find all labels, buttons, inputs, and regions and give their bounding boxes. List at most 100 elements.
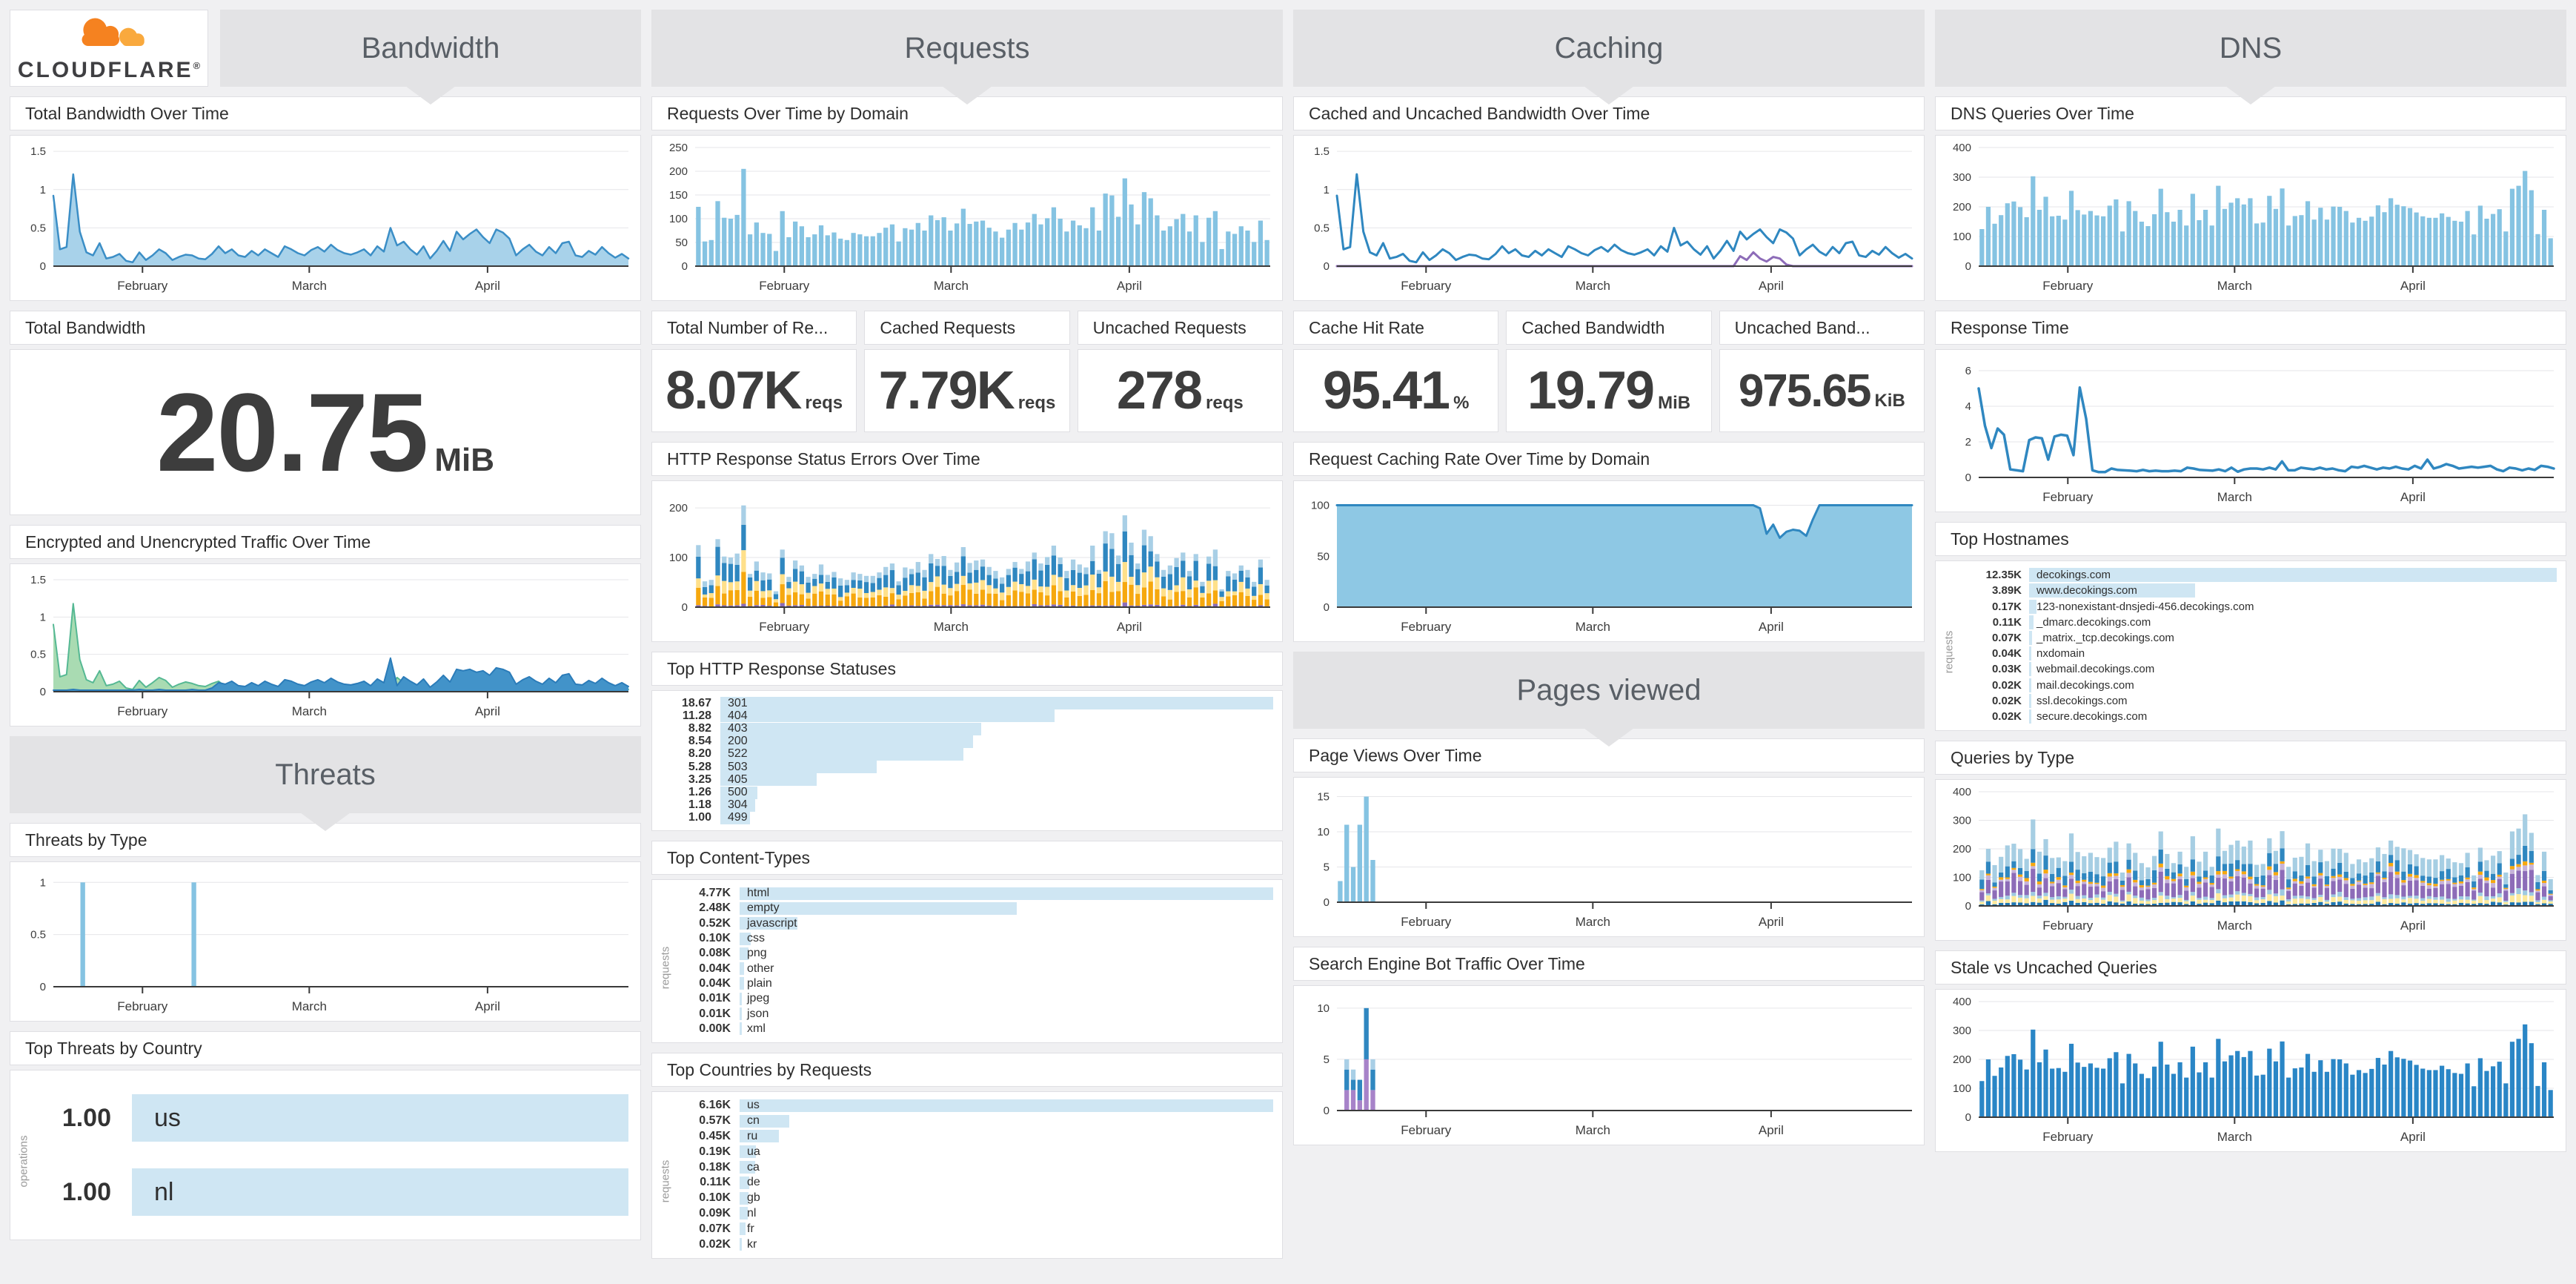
list-item[interactable]: 18.67 301 [655,697,1273,710]
page-views-chart[interactable]: 0 5 10 15 February March April [1293,777,1925,937]
list-item[interactable]: 11.28 404 [655,709,1273,723]
list-item[interactable]: 0.07K _matrix._tcp.decokings.com [1958,630,2557,646]
cached-uncached-bandwidth-chart[interactable]: 0 0.5 1 1.5 February March April [1293,135,1925,301]
svg-text:February: February [1401,620,1452,634]
list-item[interactable]: 8.54 200 [655,735,1273,748]
list-item[interactable]: 5.28 503 [655,760,1273,774]
list-item[interactable]: 0.01K jpeg [674,991,1273,1006]
list-item[interactable]: 3.89K www.decokings.com [1958,583,2557,598]
list-item[interactable]: 1.18 304 [655,798,1273,812]
svg-text:200: 200 [669,502,688,514]
request-caching-rate-chart[interactable]: 0 50 100 February March April [1293,480,1925,642]
cached-requests-stat[interactable]: 7.79K reqs [864,349,1070,432]
panel-http-errors: HTTP Response Status Errors Over Time 0 1… [651,442,1283,642]
list-item[interactable]: 0.03K webmail.decokings.com [1958,661,2557,677]
list-item[interactable]: 0.04K plain [674,976,1273,991]
row-value: 11.28 [682,709,711,722]
svg-text:200: 200 [1953,843,1971,856]
list-item[interactable]: 0.11K _dmarc.decokings.com [1958,615,2557,630]
row-value: 5.28 [688,760,711,773]
section-header-caching: Caching [1293,10,1925,105]
response-time-chart[interactable]: 0 2 4 6 February March April [1935,349,2566,512]
svg-text:March: March [1576,1123,1610,1137]
queries-by-type-chart[interactable]: 0 100 200 300 400 February March April [1935,779,2566,941]
section-pointer [405,86,456,105]
svg-text:300: 300 [1953,171,1971,184]
list-item[interactable]: 12.35K decokings.com [1958,567,2557,583]
panel-title: Response Time [1935,311,2566,345]
svg-text:5: 5 [1324,861,1330,874]
http-errors-chart[interactable]: 0 100 200 February March April [651,480,1283,642]
search-bot-traffic-chart[interactable]: 0 5 10 February March April [1293,985,1925,1145]
list-item[interactable]: 0.11K de [674,1175,1273,1191]
list-item[interactable]: 0.45K ru [674,1129,1273,1145]
list-item[interactable]: 0.19K ua [674,1144,1273,1159]
svg-text:February: February [759,279,810,293]
top-hostnames-list[interactable]: requests 12.35K decokings.com 3.89K www.deco… [1935,560,2566,731]
svg-text:February: February [117,999,168,1013]
total-bandwidth-over-time-chart[interactable]: 0 0.5 1 1.5 February March April [10,135,641,301]
svg-text:April: April [475,704,500,718]
list-item[interactable]: 0.08K png [674,946,1273,961]
svg-text:150: 150 [669,189,688,202]
list-item[interactable]: 2.48K empty [674,901,1273,916]
top-statuses-list[interactable]: 18.67 301 11.28 404 8.82 403 8.54 200 8.20 522 5.2… [651,690,1283,831]
list-item[interactable]: 6.16K us [674,1098,1273,1113]
panel-page-views: Page Views Over Time 0 5 10 15 February March… [1293,738,1925,937]
row-bar [740,977,745,990]
list-item[interactable]: 0.07K fr [674,1221,1273,1237]
list-item[interactable]: 0.17K 123-nonexistant-dnsjedi-456.decokin… [1958,598,2557,614]
row-value: 3.89K [1991,584,2022,598]
svg-text:March: March [292,279,327,293]
list-item[interactable]: 1.00 us [22,1081,628,1155]
row-label: png [747,947,767,960]
list-item[interactable]: 0.10K css [674,931,1273,946]
stale-uncached-chart[interactable]: 0 100 200 300 400 February March April [1935,989,2566,1152]
list-item[interactable]: 0.10K gb [674,1191,1273,1206]
top-threats-by-country-list[interactable]: operations 1.00 us 1.00 nl [10,1070,641,1240]
list-item[interactable]: 0.02K secure.decokings.com [1958,709,2557,724]
dns-queries-chart[interactable]: 0 100 200 300 400 February March April [1935,135,2566,301]
list-item[interactable]: 1.00 499 [655,811,1273,824]
encrypted-unencrypted-chart[interactable]: 0 0.5 1 1.5 February March April [10,563,641,727]
list-item[interactable]: 0.09K nl [674,1206,1273,1222]
top-content-types-list[interactable]: requests 4.77K html 2.48K empty 0.52K javascri… [651,879,1283,1043]
list-item[interactable]: 0.01K json [674,1006,1273,1021]
panel-threats-by-type: Threats by Type 0 0.5 1 February March April [10,823,641,1022]
list-item[interactable]: 3.25 405 [655,772,1273,787]
list-item[interactable]: 0.02K kr [674,1237,1273,1252]
uncached-bandwidth-stat[interactable]: 975.65 KiB [1719,349,1925,432]
top-countries-list[interactable]: requests 6.16K us 0.57K cn 0.45K ru 0.19K ua 0.18… [651,1091,1283,1259]
list-item[interactable]: 0.52K javascript [674,916,1273,931]
list-item[interactable]: 0.18K ca [674,1159,1273,1175]
cached-bandwidth-stat[interactable]: 19.79 MiB [1506,349,1712,432]
svg-text:10: 10 [1317,1002,1330,1015]
row-bar [2029,599,2036,614]
list-item[interactable]: 0.04K other [674,961,1273,976]
list-item[interactable]: 8.20 522 [655,747,1273,761]
list-item[interactable]: 0.02K mail.decokings.com [1958,677,2557,692]
stat-title: Cached Bandwidth [1506,311,1712,345]
row-label: other [747,962,774,975]
svg-text:400: 400 [1953,786,1971,798]
row-value: 3.25 [688,772,711,786]
cache-hit-rate-stat[interactable]: 95.41% [1293,349,1499,432]
list-item[interactable]: 0.04K nxdomain [1958,646,2557,661]
requests-over-time-chart[interactable]: 0 50 100 150 200 250 February March April [651,135,1283,301]
total-bandwidth-stat[interactable]: 20.75 MiB [10,349,641,515]
list-item[interactable]: 0.00K xml [674,1022,1273,1036]
svg-text:February: February [117,704,168,718]
list-item[interactable]: 0.02K ssl.decokings.com [1958,693,2557,709]
uncached-requests-stat[interactable]: 278 reqs [1077,349,1283,432]
threats-by-type-chart[interactable]: 0 0.5 1 February March April [10,861,641,1022]
list-item[interactable]: 1.26 500 [655,786,1273,799]
svg-text:50: 50 [1317,550,1330,563]
total-requests-stat[interactable]: 8.07K reqs [651,349,857,432]
row-value: 1.00 [688,811,711,824]
list-item[interactable]: 4.77K html [674,886,1273,901]
stat-cached-bandwidth: Cached Bandwidth 19.79 MiB [1506,311,1712,432]
list-item[interactable]: 1.00 nl [22,1155,628,1229]
row-bar [720,761,877,774]
list-item[interactable]: 8.82 403 [655,722,1273,735]
list-item[interactable]: 0.57K cn [674,1113,1273,1129]
